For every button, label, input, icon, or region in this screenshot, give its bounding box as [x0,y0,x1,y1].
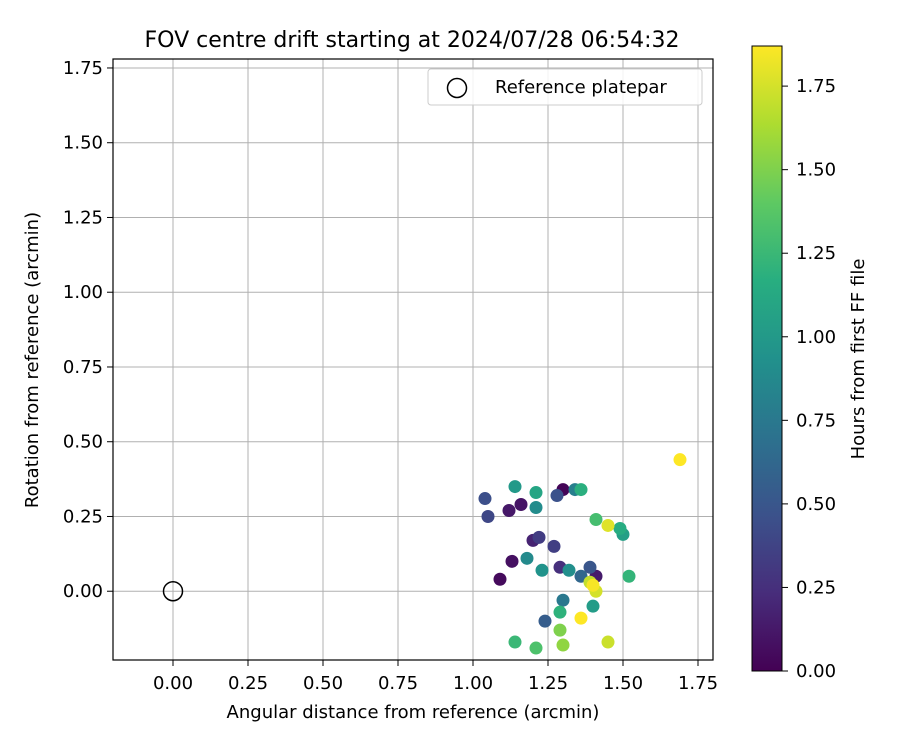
data-point [529,641,543,655]
colorbar-ticks: 0.00 0.25 0.50 0.75 1.00 1.25 1.50 1.75 [782,76,836,682]
data-point [493,572,507,586]
x-tick-label: 1.25 [528,673,568,694]
x-tick-label: 0.75 [378,673,418,694]
data-point [583,560,597,574]
legend-label-reference-platepar: Reference platepar [495,77,667,98]
colorbar-tick-label: 1.50 [796,160,836,181]
data-point [529,501,543,515]
colorbar-tick-label: 0.00 [796,661,836,682]
data-point [553,623,567,637]
data-point [601,518,615,532]
colorbar-tick-label: 0.25 [796,577,836,598]
x-tick-label: 1.00 [453,673,493,694]
chart-title: FOV centre drift starting at 2024/07/28 … [145,28,680,53]
data-point [478,492,492,506]
data-point [514,498,528,512]
data-point [574,483,588,497]
data-points [478,453,687,655]
colorbar-gradient [751,45,783,672]
data-point [547,539,561,553]
y-tick-label: 1.75 [63,58,103,79]
data-point [550,489,564,503]
y-axis-ticks: 0.00 0.25 0.50 0.75 1.00 1.25 1.50 1.75 [63,58,113,602]
x-tick-label: 1.75 [678,673,718,694]
colorbar: 0.00 0.25 0.50 0.75 1.00 1.25 1.50 1.75 Hours f… [751,45,869,682]
data-point [613,521,627,535]
data-point [586,599,600,613]
data-point [562,563,576,577]
colorbar-tick-label: 1.00 [796,327,836,348]
y-tick-label: 1.00 [63,282,103,303]
data-point [520,551,534,565]
legend-box [427,68,703,106]
legend-reference-marker [446,77,468,99]
x-axis-ticks: 0.00 0.25 0.50 0.75 1.00 1.25 1.50 1.75 [153,660,718,694]
data-point [673,453,687,467]
data-point [505,554,519,568]
reference-platepar-marker [162,580,184,602]
y-tick-label: 1.25 [63,207,103,228]
x-tick-label: 0.50 [303,673,343,694]
y-tick-label: 0.50 [63,432,103,453]
data-point [586,578,600,592]
x-tick-label: 0.00 [153,673,193,694]
x-axis-label: Angular distance from reference (arcmin) [227,702,600,723]
data-point [529,486,543,500]
data-point [532,530,546,544]
y-tick-label: 0.25 [63,506,103,527]
data-point [622,569,636,583]
colorbar-tick-label: 0.50 [796,494,836,515]
colorbar-tick-label: 1.25 [796,243,836,264]
data-point [553,605,567,619]
data-point [535,563,549,577]
data-point [601,635,615,649]
data-point [556,638,570,652]
data-point [589,512,603,526]
data-point [502,503,516,517]
y-tick-label: 1.50 [63,133,103,154]
colorbar-label: Hours from first FF file [848,259,869,460]
y-tick-label: 0.75 [63,357,103,378]
data-point [556,593,570,607]
y-axis-label: Rotation from reference (arcmin) [22,212,43,508]
colorbar-tick-label: 0.75 [796,410,836,431]
data-point [481,509,495,523]
grid-lines [113,59,713,660]
data-point [574,611,588,625]
colorbar-tick-label: 1.75 [796,76,836,97]
data-point [508,635,522,649]
data-point [538,614,552,628]
y-tick-label: 0.00 [63,581,103,602]
data-point [508,480,522,494]
legend: Reference platepar [427,68,703,106]
reference-marker-layer [162,580,184,602]
x-tick-label: 0.25 [228,673,268,694]
plot-frame [112,58,714,661]
x-tick-label: 1.50 [603,673,643,694]
